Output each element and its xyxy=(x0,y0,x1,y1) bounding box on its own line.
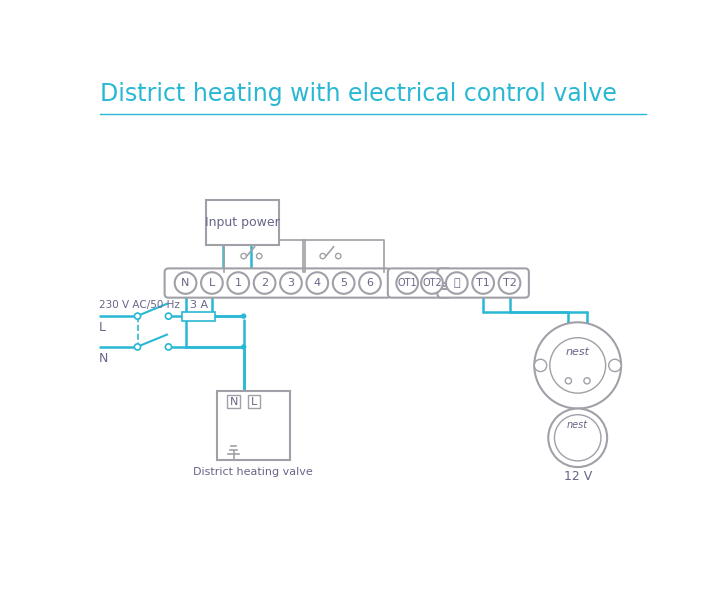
Text: L: L xyxy=(250,397,257,407)
Circle shape xyxy=(135,344,141,350)
Circle shape xyxy=(584,378,590,384)
Text: T2: T2 xyxy=(502,278,516,288)
Circle shape xyxy=(534,359,547,372)
Circle shape xyxy=(550,338,606,393)
Bar xyxy=(227,396,240,407)
Circle shape xyxy=(256,254,262,259)
Text: 1: 1 xyxy=(234,278,242,288)
Bar xyxy=(206,200,279,245)
Circle shape xyxy=(548,409,607,467)
Circle shape xyxy=(446,272,467,294)
Circle shape xyxy=(227,272,249,294)
Circle shape xyxy=(241,254,246,259)
Bar xyxy=(183,311,215,321)
Circle shape xyxy=(566,378,571,384)
Circle shape xyxy=(534,323,621,409)
Text: 4: 4 xyxy=(314,278,321,288)
Circle shape xyxy=(555,415,601,461)
Text: 3: 3 xyxy=(288,278,294,288)
FancyBboxPatch shape xyxy=(165,268,391,298)
Text: District heating with electrical control valve: District heating with electrical control… xyxy=(100,83,617,106)
Circle shape xyxy=(333,272,355,294)
Text: N: N xyxy=(229,397,238,407)
Circle shape xyxy=(472,272,494,294)
Circle shape xyxy=(241,345,246,350)
Circle shape xyxy=(306,272,328,294)
Text: 12 V: 12 V xyxy=(563,470,592,483)
Text: 3 A: 3 A xyxy=(190,301,207,310)
Text: OT2: OT2 xyxy=(422,278,442,288)
Text: nest: nest xyxy=(567,421,588,431)
Circle shape xyxy=(396,272,418,294)
Circle shape xyxy=(359,272,381,294)
Text: nest: nest xyxy=(566,346,590,356)
Text: L: L xyxy=(209,278,215,288)
Text: L: L xyxy=(99,321,106,334)
Text: 6: 6 xyxy=(366,278,373,288)
Circle shape xyxy=(254,272,275,294)
Text: OT1: OT1 xyxy=(397,278,417,288)
Circle shape xyxy=(422,272,443,294)
Circle shape xyxy=(175,272,197,294)
Circle shape xyxy=(320,254,325,259)
Bar xyxy=(216,391,290,460)
Circle shape xyxy=(165,344,172,350)
FancyBboxPatch shape xyxy=(388,268,451,298)
Circle shape xyxy=(241,314,246,319)
Text: T1: T1 xyxy=(476,278,490,288)
Circle shape xyxy=(201,272,223,294)
Text: 5: 5 xyxy=(340,278,347,288)
Circle shape xyxy=(135,313,141,319)
Circle shape xyxy=(609,359,621,372)
Circle shape xyxy=(499,272,521,294)
Text: District heating valve: District heating valve xyxy=(194,467,313,476)
Circle shape xyxy=(336,254,341,259)
Text: ⏚: ⏚ xyxy=(454,278,460,288)
Text: 230 V AC/50 Hz: 230 V AC/50 Hz xyxy=(99,299,180,309)
Text: 2: 2 xyxy=(261,278,268,288)
Circle shape xyxy=(165,313,172,319)
Text: Input power: Input power xyxy=(205,216,280,229)
Bar xyxy=(248,396,260,407)
FancyBboxPatch shape xyxy=(438,268,529,298)
Text: N: N xyxy=(99,352,108,365)
Circle shape xyxy=(280,272,302,294)
Text: N: N xyxy=(181,278,190,288)
